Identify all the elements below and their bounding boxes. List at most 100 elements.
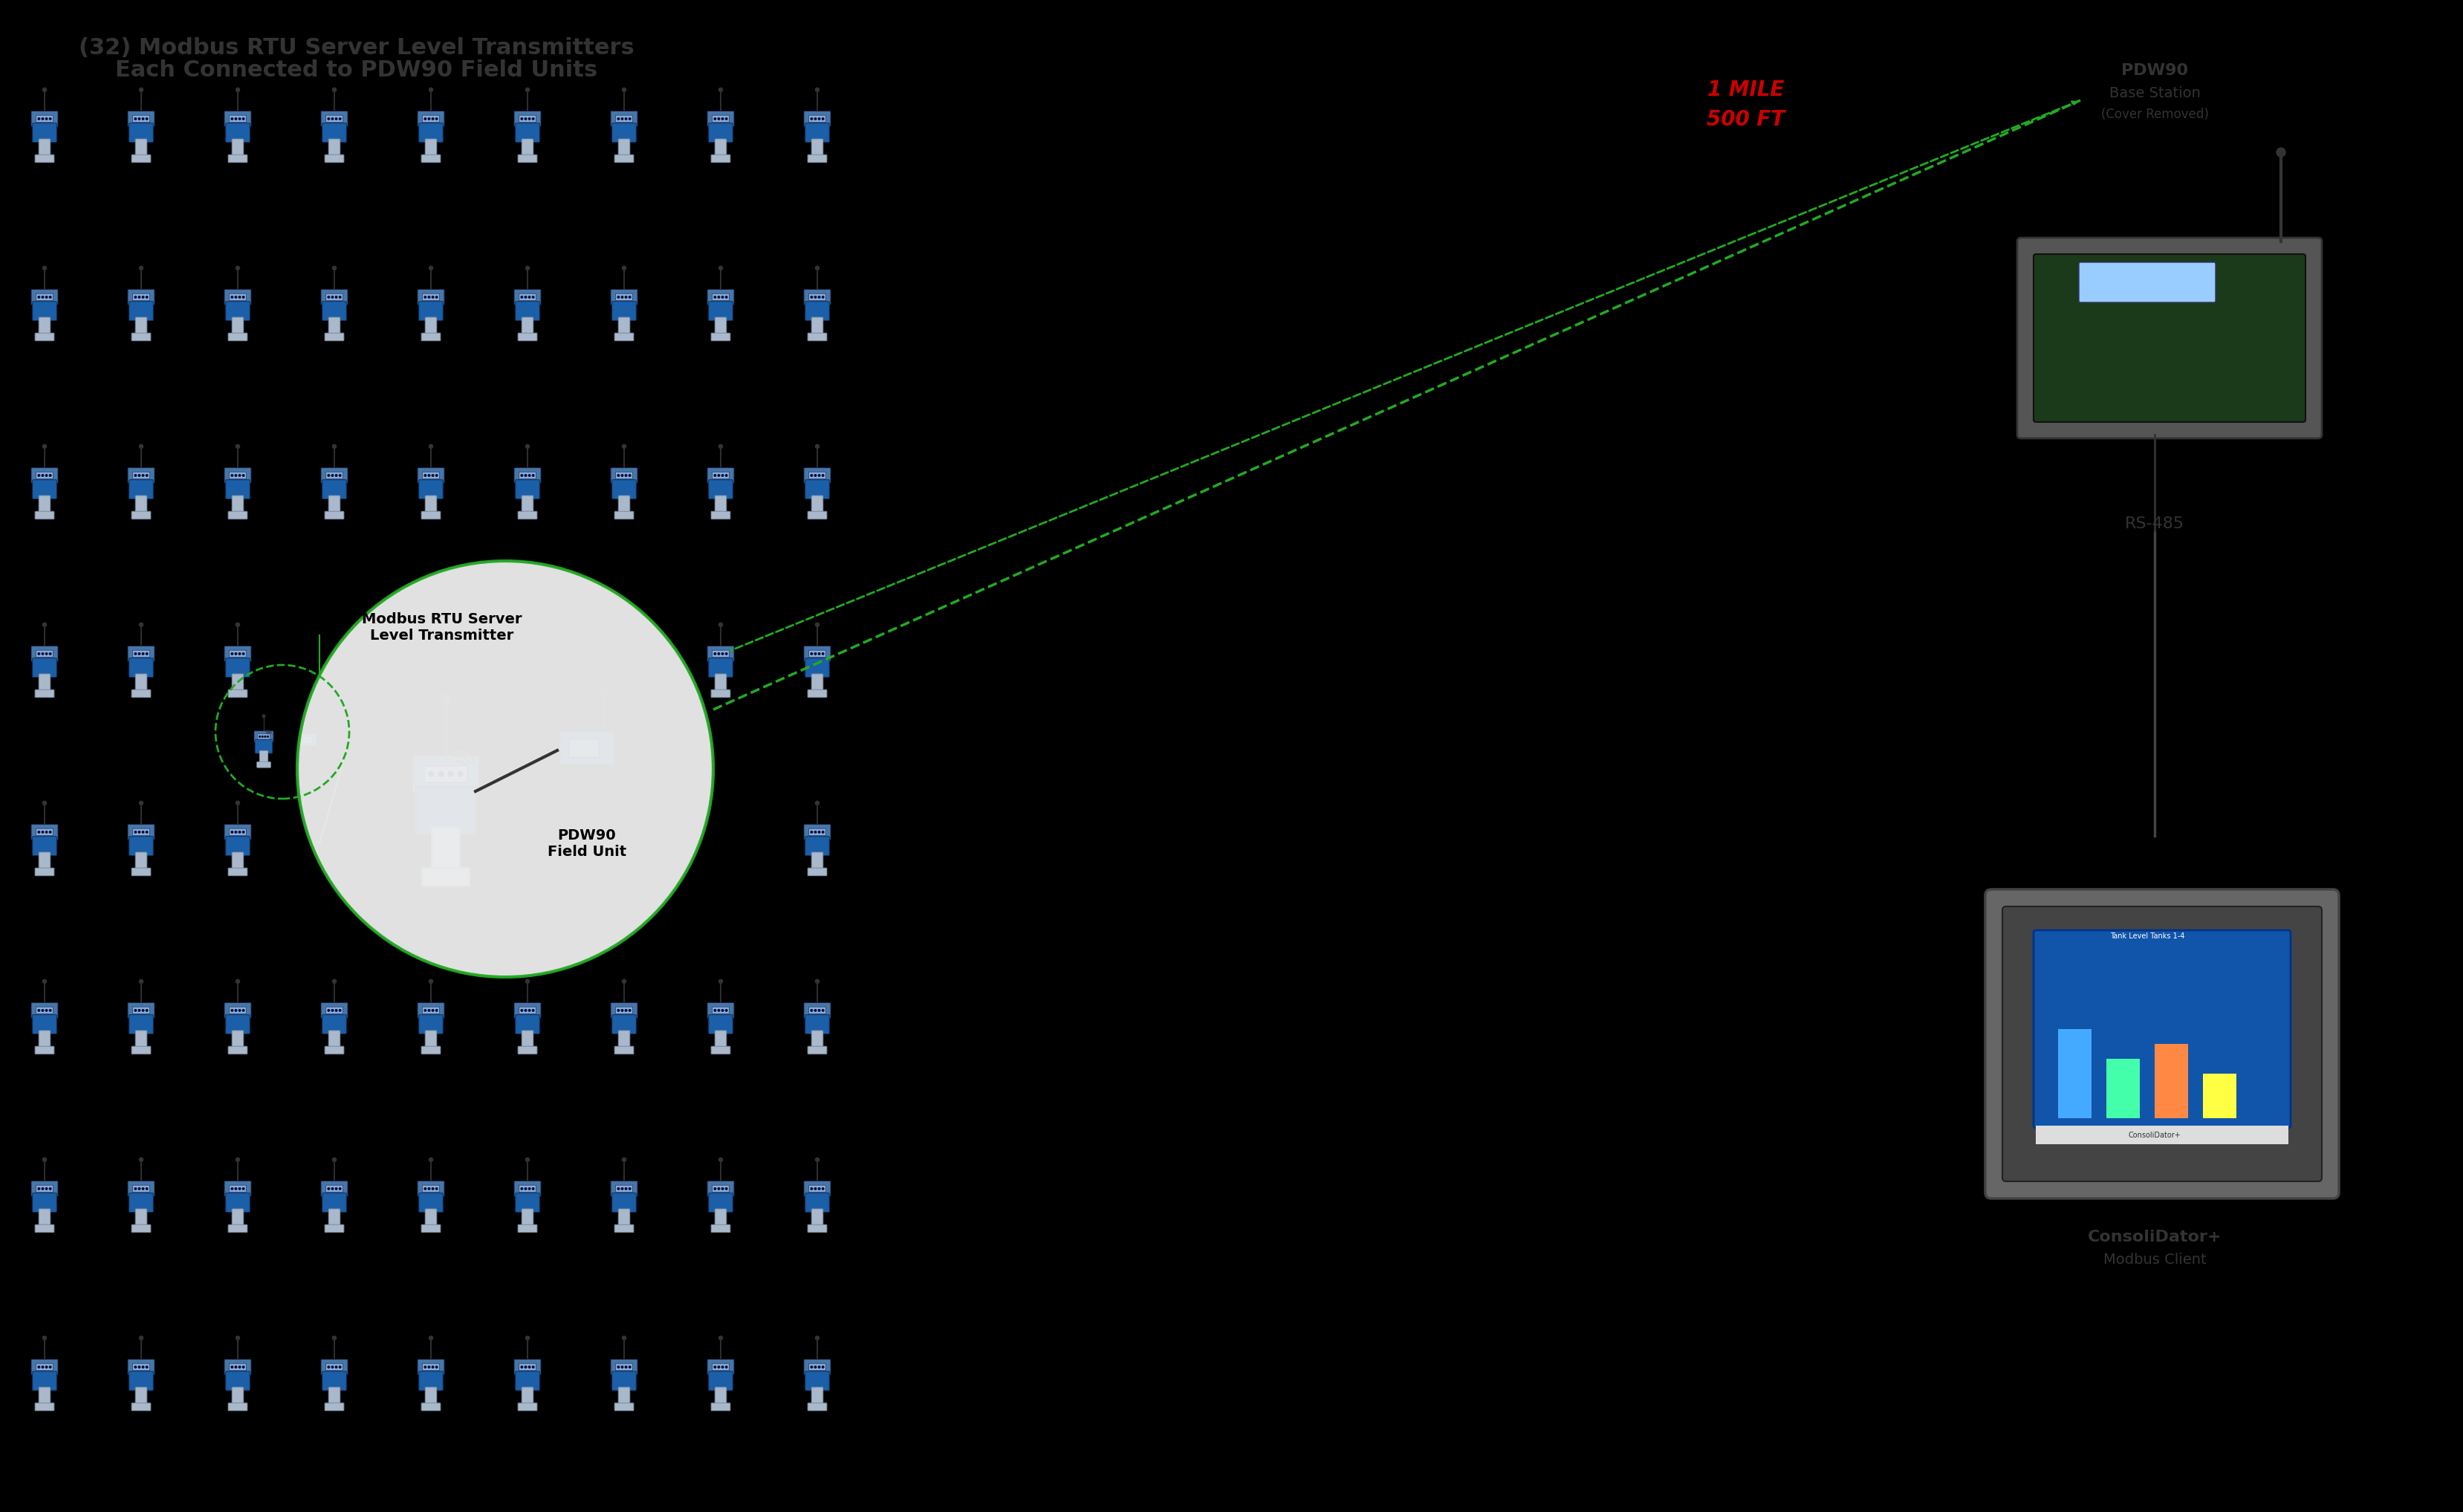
- FancyBboxPatch shape: [616, 115, 633, 122]
- FancyBboxPatch shape: [229, 689, 246, 697]
- Circle shape: [236, 445, 239, 448]
- FancyBboxPatch shape: [325, 511, 345, 519]
- FancyBboxPatch shape: [39, 318, 49, 336]
- FancyBboxPatch shape: [232, 318, 244, 336]
- FancyBboxPatch shape: [224, 467, 251, 484]
- FancyBboxPatch shape: [135, 1208, 148, 1228]
- FancyBboxPatch shape: [39, 853, 49, 871]
- FancyBboxPatch shape: [2032, 930, 2291, 1128]
- FancyBboxPatch shape: [808, 154, 828, 162]
- FancyBboxPatch shape: [613, 1225, 633, 1232]
- FancyBboxPatch shape: [37, 1185, 54, 1193]
- Circle shape: [42, 801, 47, 804]
- Circle shape: [525, 1337, 530, 1340]
- FancyBboxPatch shape: [224, 1002, 251, 1018]
- FancyBboxPatch shape: [39, 496, 49, 514]
- FancyBboxPatch shape: [39, 139, 49, 159]
- FancyBboxPatch shape: [712, 472, 729, 479]
- Circle shape: [623, 88, 626, 92]
- Circle shape: [333, 445, 335, 448]
- Circle shape: [815, 88, 818, 92]
- FancyBboxPatch shape: [613, 333, 633, 340]
- FancyBboxPatch shape: [515, 289, 542, 305]
- FancyBboxPatch shape: [707, 1002, 734, 1018]
- Circle shape: [140, 88, 143, 92]
- FancyBboxPatch shape: [229, 650, 246, 658]
- Circle shape: [525, 88, 530, 92]
- Circle shape: [333, 1158, 335, 1161]
- FancyBboxPatch shape: [808, 115, 825, 122]
- FancyBboxPatch shape: [559, 732, 613, 765]
- FancyBboxPatch shape: [224, 646, 251, 661]
- Circle shape: [42, 88, 47, 92]
- FancyBboxPatch shape: [805, 479, 830, 499]
- FancyBboxPatch shape: [803, 1002, 830, 1018]
- FancyBboxPatch shape: [303, 736, 313, 742]
- FancyBboxPatch shape: [712, 650, 729, 658]
- FancyBboxPatch shape: [37, 829, 54, 836]
- FancyBboxPatch shape: [128, 301, 153, 321]
- FancyBboxPatch shape: [522, 496, 532, 514]
- FancyBboxPatch shape: [517, 511, 537, 519]
- Circle shape: [140, 266, 143, 271]
- FancyBboxPatch shape: [416, 110, 443, 127]
- FancyBboxPatch shape: [34, 1225, 54, 1232]
- FancyBboxPatch shape: [232, 1208, 244, 1228]
- FancyBboxPatch shape: [131, 1403, 150, 1411]
- Circle shape: [42, 1337, 47, 1340]
- FancyBboxPatch shape: [227, 122, 249, 142]
- FancyBboxPatch shape: [135, 1387, 148, 1406]
- FancyBboxPatch shape: [517, 1225, 537, 1232]
- FancyBboxPatch shape: [256, 762, 271, 768]
- Circle shape: [140, 801, 143, 804]
- FancyBboxPatch shape: [131, 1225, 150, 1232]
- Circle shape: [719, 266, 722, 271]
- FancyBboxPatch shape: [805, 1193, 830, 1213]
- FancyBboxPatch shape: [32, 1193, 57, 1213]
- FancyBboxPatch shape: [707, 110, 734, 127]
- FancyBboxPatch shape: [229, 511, 246, 519]
- Circle shape: [448, 771, 453, 777]
- FancyBboxPatch shape: [712, 689, 729, 697]
- Circle shape: [333, 1337, 335, 1340]
- FancyBboxPatch shape: [805, 1015, 830, 1034]
- FancyBboxPatch shape: [416, 1181, 443, 1196]
- FancyBboxPatch shape: [328, 496, 340, 514]
- FancyBboxPatch shape: [803, 467, 830, 484]
- Circle shape: [429, 88, 433, 92]
- FancyBboxPatch shape: [803, 1359, 830, 1374]
- FancyBboxPatch shape: [515, 1002, 542, 1018]
- FancyBboxPatch shape: [128, 1193, 153, 1213]
- FancyBboxPatch shape: [232, 674, 244, 692]
- Circle shape: [429, 771, 433, 777]
- Circle shape: [236, 1158, 239, 1161]
- FancyBboxPatch shape: [421, 333, 441, 340]
- FancyBboxPatch shape: [712, 115, 729, 122]
- FancyBboxPatch shape: [320, 1359, 347, 1374]
- FancyBboxPatch shape: [419, 1193, 443, 1213]
- FancyBboxPatch shape: [229, 154, 246, 162]
- FancyBboxPatch shape: [712, 333, 729, 340]
- FancyBboxPatch shape: [224, 1359, 251, 1374]
- FancyBboxPatch shape: [618, 1208, 631, 1228]
- FancyBboxPatch shape: [714, 1031, 727, 1049]
- FancyBboxPatch shape: [131, 154, 150, 162]
- FancyBboxPatch shape: [128, 467, 155, 484]
- Circle shape: [42, 445, 47, 448]
- FancyBboxPatch shape: [325, 1046, 345, 1054]
- FancyBboxPatch shape: [419, 301, 443, 321]
- FancyBboxPatch shape: [805, 658, 830, 677]
- Circle shape: [815, 623, 818, 626]
- FancyBboxPatch shape: [32, 110, 59, 127]
- FancyBboxPatch shape: [421, 293, 438, 301]
- Text: PDW90: PDW90: [2121, 64, 2187, 79]
- FancyBboxPatch shape: [229, 829, 246, 836]
- Circle shape: [333, 980, 335, 983]
- FancyBboxPatch shape: [515, 1359, 542, 1374]
- FancyBboxPatch shape: [515, 1015, 539, 1034]
- FancyBboxPatch shape: [229, 472, 246, 479]
- FancyBboxPatch shape: [133, 115, 150, 122]
- FancyBboxPatch shape: [229, 1364, 246, 1370]
- Circle shape: [429, 445, 433, 448]
- FancyBboxPatch shape: [808, 689, 828, 697]
